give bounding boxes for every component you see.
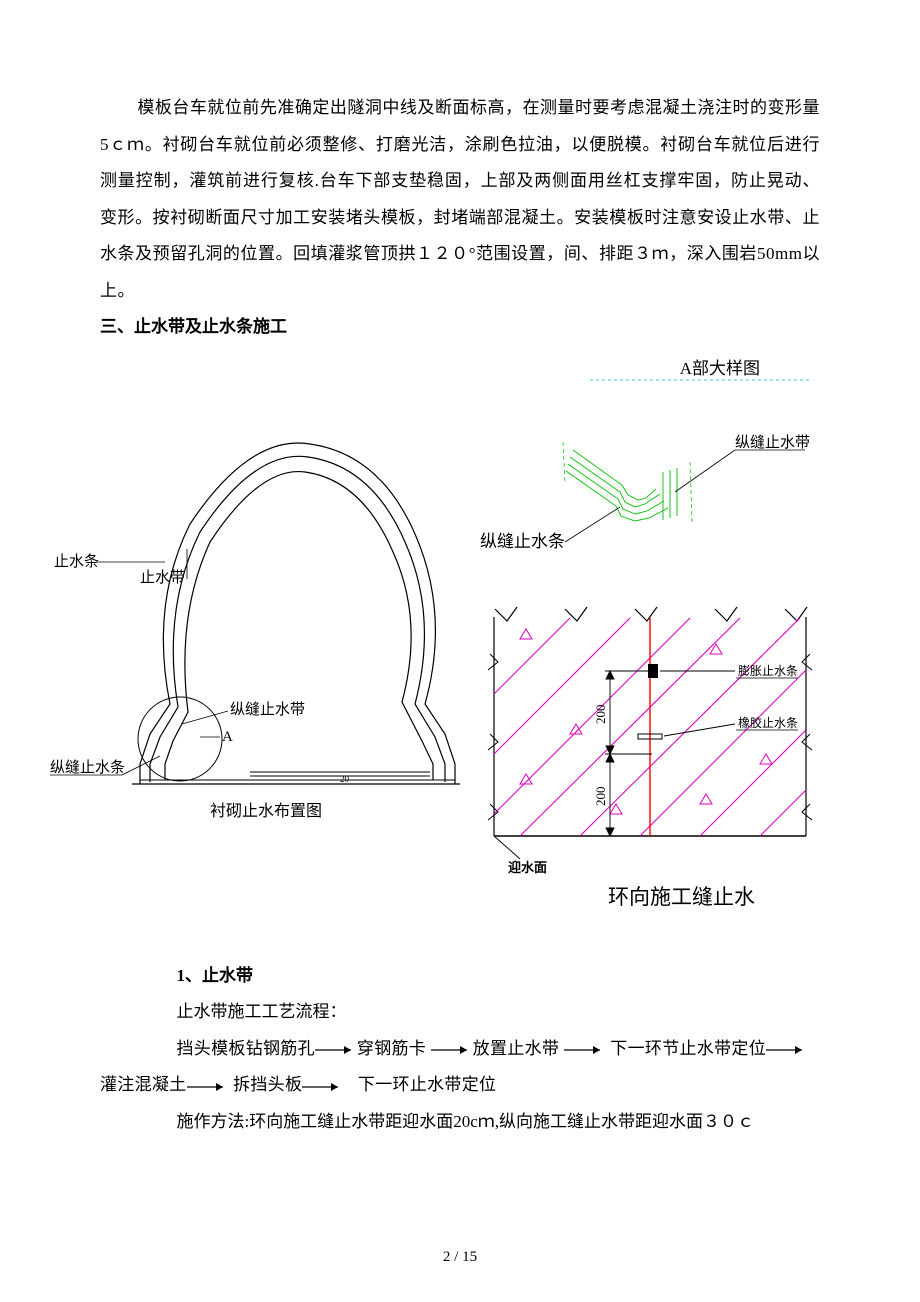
page-body: 模板台车就位前先准确定出隧洞中线及断面标高，在测量时要考虑混凝土浇注时的变形量5…: [0, 0, 920, 1181]
arrow-icon: [187, 1081, 229, 1093]
caption-left: 衬砌止水布置图: [210, 802, 322, 820]
flow-step-3: 放置止水带: [473, 1039, 560, 1058]
flow-step-4: 下一环节止水带定位: [610, 1039, 766, 1058]
label-zongfeng-dai-2: 纵缝止水带: [735, 434, 810, 451]
arrow-icon: [431, 1044, 473, 1056]
flow-step-6: 拆挡头板: [233, 1075, 302, 1094]
detail-a-title: A部大样图: [680, 354, 760, 379]
tunnel-diagram: 20 止水条 止水带 纵缝止水带 A 纵缝止水条 衬砌止水布置图: [50, 404, 460, 864]
label-zongfeng-tiao-2: 纵缝止水条: [480, 532, 565, 551]
arrow-icon: [564, 1044, 606, 1056]
label-xiangjiao: 橡胶止水条: [738, 715, 798, 730]
dim-small: 20: [340, 774, 350, 784]
caption-right: 环向施工缝止水: [608, 885, 755, 909]
detail-a-diagram: 纵缝止水带 纵缝止水条: [460, 402, 830, 572]
section-3-heading: 三、止水带及止水条施工: [100, 309, 820, 346]
label-zongfeng-dai: 纵缝止水带: [230, 701, 305, 718]
dim-200a: 200: [593, 704, 608, 724]
method-line: 施作方法:环向施工缝止水带距迎水面20cｍ,纵向施工缝止水带距迎水面３０ｃ: [100, 1104, 820, 1141]
page-number: 2 / 15: [0, 1249, 920, 1266]
label-A: A: [222, 729, 233, 745]
process-flow-line-1: 挡头模板钻钢筋孔 穿钢筋卡 放置止水带 下一环节止水带定位: [100, 1031, 860, 1068]
label-zongfeng-tiao: 纵缝止水条: [50, 759, 125, 776]
circ-joint-diagram: 膨胀止水条 橡胶止水条 200 200 迎水面 环向: [460, 584, 840, 924]
arrow-icon: [302, 1081, 344, 1093]
detail-title-underline: [590, 378, 810, 382]
label-pengzhang: 膨胀止水条: [738, 664, 798, 678]
label-yingshuimian: 迎水面: [508, 860, 547, 875]
figures-container: A部大样图 20 止水条: [100, 354, 820, 934]
flow-step-7: 下一环止水带定位: [358, 1075, 496, 1094]
flow-step-2: 穿钢筋卡: [357, 1039, 426, 1058]
dim-200b: 200: [593, 786, 608, 806]
label-zhishuitiao: 止水条: [54, 553, 99, 570]
sub-1-heading: 1、止水带: [100, 958, 820, 995]
flow-step-1: 挡头模板钻钢筋孔: [177, 1039, 315, 1058]
label-zhishuidai: 止水带: [140, 569, 185, 586]
arrow-icon: [315, 1044, 357, 1056]
body-paragraph: 模板台车就位前先准确定出隧洞中线及断面标高，在测量时要考虑混凝土浇注时的变形量5…: [100, 90, 820, 309]
sub-1-line: 止水带施工工艺流程：: [100, 994, 820, 1031]
process-flow-line-2: 灌注混凝土 拆挡头板 下一环止水带定位: [100, 1067, 820, 1104]
arrow-icon: [766, 1044, 808, 1056]
flow-step-5: 灌注混凝土: [100, 1075, 187, 1094]
